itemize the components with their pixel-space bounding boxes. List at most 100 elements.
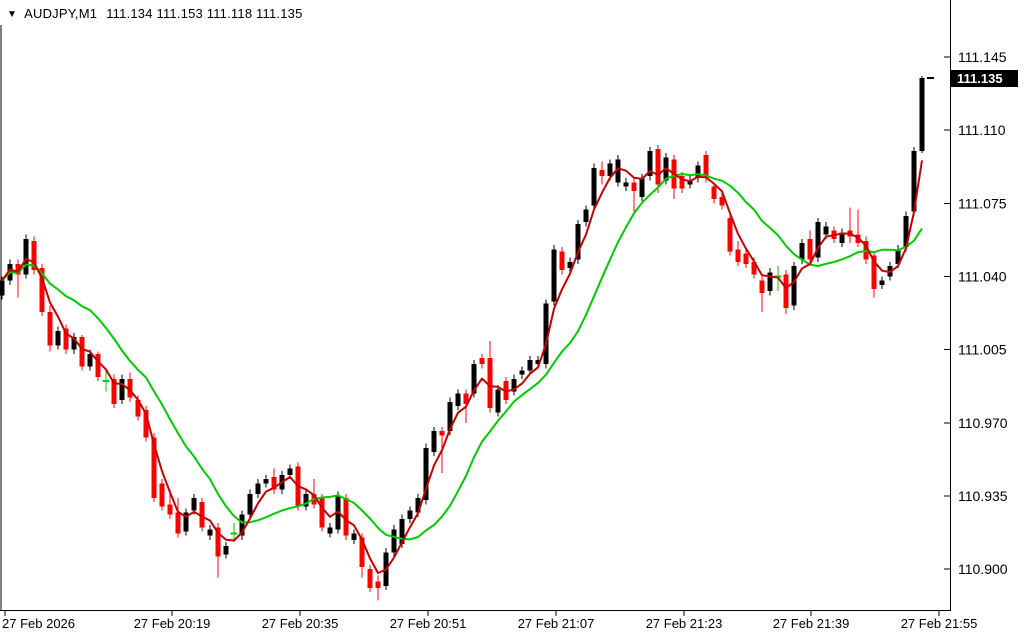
bull-candle [255,483,261,494]
bull-candle [623,182,629,187]
bull-candle [207,529,213,536]
bull-candle [919,77,925,152]
bull-candle [551,249,557,302]
bull-candle [391,529,397,553]
bull-candle [399,518,405,544]
price-axis-label: 111.110 [958,122,1006,138]
time-axis-label: 27 Feb 20:35 [262,616,339,631]
bull-candle [415,497,421,513]
bull-candle [55,330,61,346]
price-axis-label: 111.075 [958,195,1007,211]
bull-candle [767,272,773,292]
bear-candle [151,437,157,498]
bear-candle [727,217,733,252]
bull-candle [327,527,333,534]
bull-candle [263,479,269,484]
bear-candle [871,255,877,289]
symbol-period-label: AUDJPY,M1 [24,6,98,21]
bear-candle [175,512,181,534]
bear-candle [63,328,69,350]
bear-candle [759,280,765,294]
bull-candle [119,378,125,400]
bear-candle [711,186,717,200]
price-axis-label: 111.005 [958,342,1007,358]
bull-candle [223,546,229,555]
bear-candle [127,378,133,398]
bull-candle [823,226,829,235]
bull-candle [695,165,701,179]
bull-candle [287,468,293,475]
bear-candle [79,337,85,367]
doji-candle [230,532,238,535]
bear-candle [39,268,45,312]
bull-candle [455,393,461,407]
time-axis-label: 27 Feb 21:07 [518,616,595,631]
bull-candle [543,303,549,365]
title-ohlc-values: 111.134 111.153 111.118 111.135 [106,6,303,21]
bull-candle [895,249,901,264]
bear-candle [359,537,365,567]
symbol-dropdown-icon[interactable]: ▼ [7,9,18,20]
bear-candle [655,148,661,185]
bull-candle [519,370,525,375]
bull-candle [87,353,93,367]
bull-candle [575,224,581,260]
bear-candle [703,155,709,179]
bull-candle [351,533,357,540]
bear-candle [135,399,141,417]
bull-candle [447,401,453,432]
bear-candle [751,261,757,275]
bull-candle [639,178,645,198]
bull-candle [303,493,309,507]
bear-candle [199,502,205,528]
price-axis-label: 111.040 [958,268,1007,284]
bull-candle [23,238,29,275]
bear-candle [463,393,469,404]
bull-candle [0,280,5,296]
time-axis-label: 27 Feb 2026 [2,616,75,631]
bear-candle [743,253,749,264]
bear-candle [479,357,485,365]
bear-candle [487,357,493,409]
bull-candle [239,514,245,536]
time-axis-label: 27 Feb 21:39 [773,616,850,631]
bear-candle [343,497,349,536]
bull-candle [815,222,821,258]
bull-candle [527,360,533,371]
bear-candle [95,353,101,377]
time-axis-label: 27 Feb 21:55 [901,616,978,631]
bull-candle [903,215,909,248]
bear-candle [159,483,165,507]
bear-candle [807,238,813,260]
bear-candle [319,497,325,528]
bull-candle [247,493,253,515]
bull-candle [191,497,197,511]
bear-candle [367,569,373,588]
bear-candle [679,176,685,189]
bull-candle [423,447,429,501]
bull-candle [615,159,621,183]
bull-candle [535,360,541,365]
bull-candle [567,261,573,269]
bull-candle [791,266,797,306]
bear-candle [439,431,445,436]
bear-candle [167,504,173,515]
bull-candle [431,431,437,453]
price-axis-label: 110.935 [958,488,1008,504]
bull-candle [471,364,477,394]
bull-candle [591,167,597,206]
bear-candle [143,410,149,438]
bull-candle [71,337,77,350]
bear-candle [271,477,277,490]
price-axis-label: 110.900 [958,561,1008,577]
chart-title: ▼ AUDJPY,M1 111.134 111.153 111.118 111.13… [7,6,303,21]
bear-candle [375,581,381,588]
bull-candle [607,163,613,177]
ma-line-fast [1,160,923,574]
bear-candle [31,240,37,271]
bear-candle [735,249,741,262]
doji-candle [102,379,110,382]
bear-candle [47,311,53,346]
current-price-badge: 111.135 [950,70,1018,87]
